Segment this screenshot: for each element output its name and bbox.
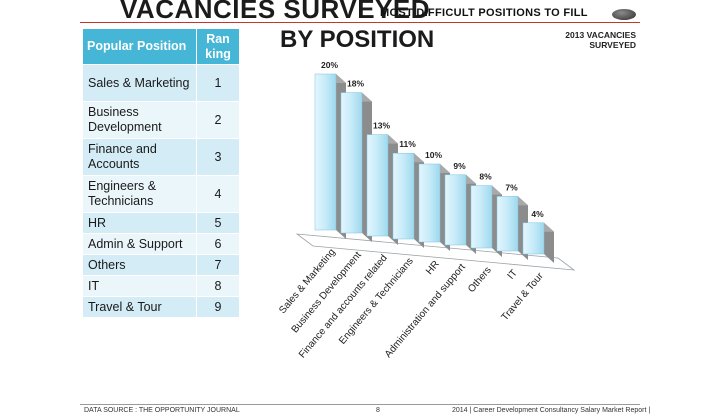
chart-floor [295,233,576,271]
bar-chart: 20%18%13%11%10%9%8%7%4% Sales & Marketin… [277,60,576,360]
footer-report: 2014 | Career Development Consultancy Sa… [452,407,651,414]
table-row: Admin & Support 6 [82,233,240,255]
bar-front [340,92,363,234]
bar-front [496,196,519,252]
bar [522,222,554,263]
rank-cell: 4 [196,175,240,213]
rank-cell: 8 [196,275,240,297]
data-label: 11% [399,139,416,149]
page-title: VACANCIES SURVEYED [120,0,430,24]
data-label: 9% [453,161,466,171]
footer-divider [80,404,640,405]
table-row: Others 7 [82,254,240,276]
table-row: Finance and Accounts 3 [82,138,240,176]
x-tick-label: Others [466,265,494,295]
bar-side [544,222,554,263]
position-cell: Engineers & Technicians [82,175,197,213]
position-cell: Business Development [82,101,197,139]
position-cell: HR [82,212,197,234]
page-title-line2: BY POSITION [280,26,435,53]
bar-front [444,174,467,246]
footer-source: DATA SOURCE : THE OPPORTUNITY JOURNAL [84,407,240,414]
footer-page-number: 8 [376,407,380,414]
header-position: Popular Position [82,28,197,65]
position-cell: Finance and Accounts [82,138,197,176]
position-cell: Sales & Marketing [82,64,197,102]
bar-front [470,185,493,249]
x-tick-label: Travel & Tour [499,270,546,323]
chart-floor-plane [295,233,576,271]
rank-cell: 6 [196,233,240,255]
rank-cell: 3 [196,138,240,176]
data-label: 4% [531,209,544,219]
chart-bars: 20% 18% 13% 11% 10% 9% 8% 7% 4% [314,60,554,263]
title-divider [80,22,640,23]
data-label: 20% [321,60,338,70]
survey-label: 2013 VACANCIES SURVEYED [565,30,636,50]
bar-front [522,222,545,255]
rank-cell: 9 [196,296,240,318]
data-label: 10% [425,150,442,160]
table-row: Business Development 2 [82,101,240,139]
bar-front [366,134,389,237]
table-row: Sales & Marketing 1 [82,64,240,102]
table-row: IT 8 [82,275,240,297]
data-label: 8% [479,172,492,182]
table-row: Travel & Tour 9 [82,296,240,318]
bar-front [314,73,337,231]
table-row: HR 5 [82,212,240,234]
header-ranking: Ran king [196,28,240,65]
chart-subtitle: MOST DIFFICULT POSITIONS TO FILL [380,7,588,19]
pill-icon [612,9,636,20]
x-tick-label: HR [424,259,442,277]
data-label: 13% [373,121,390,131]
rank-cell: 7 [196,254,240,276]
table-row: Engineers & Technicians 4 [82,175,240,213]
bar-front [418,163,441,243]
rank-cell: 2 [196,101,240,139]
position-cell: Travel & Tour [82,296,197,318]
data-label: 7% [505,182,518,192]
bar-front [392,152,415,240]
position-cell: IT [82,275,197,297]
x-tick-label: IT [506,268,520,282]
ranking-table: Popular Position Ran king Sales & Market… [82,28,240,318]
position-cell: Others [82,254,197,276]
data-label: 18% [347,79,364,89]
position-cell: Admin & Support [82,233,197,255]
